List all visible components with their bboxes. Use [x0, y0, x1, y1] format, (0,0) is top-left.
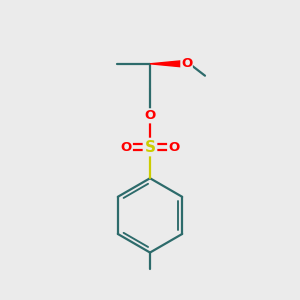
Text: O: O [168, 140, 179, 154]
Text: O: O [144, 109, 156, 122]
Text: S: S [145, 140, 155, 154]
Text: O: O [121, 140, 132, 154]
Text: O: O [181, 57, 192, 70]
Polygon shape [150, 61, 181, 67]
